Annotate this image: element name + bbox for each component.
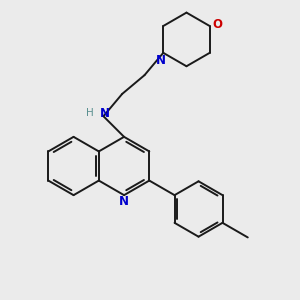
- Text: O: O: [212, 18, 223, 31]
- Text: N: N: [119, 195, 129, 208]
- Text: H: H: [86, 108, 94, 118]
- Text: N: N: [155, 54, 165, 67]
- Text: N: N: [100, 107, 110, 120]
